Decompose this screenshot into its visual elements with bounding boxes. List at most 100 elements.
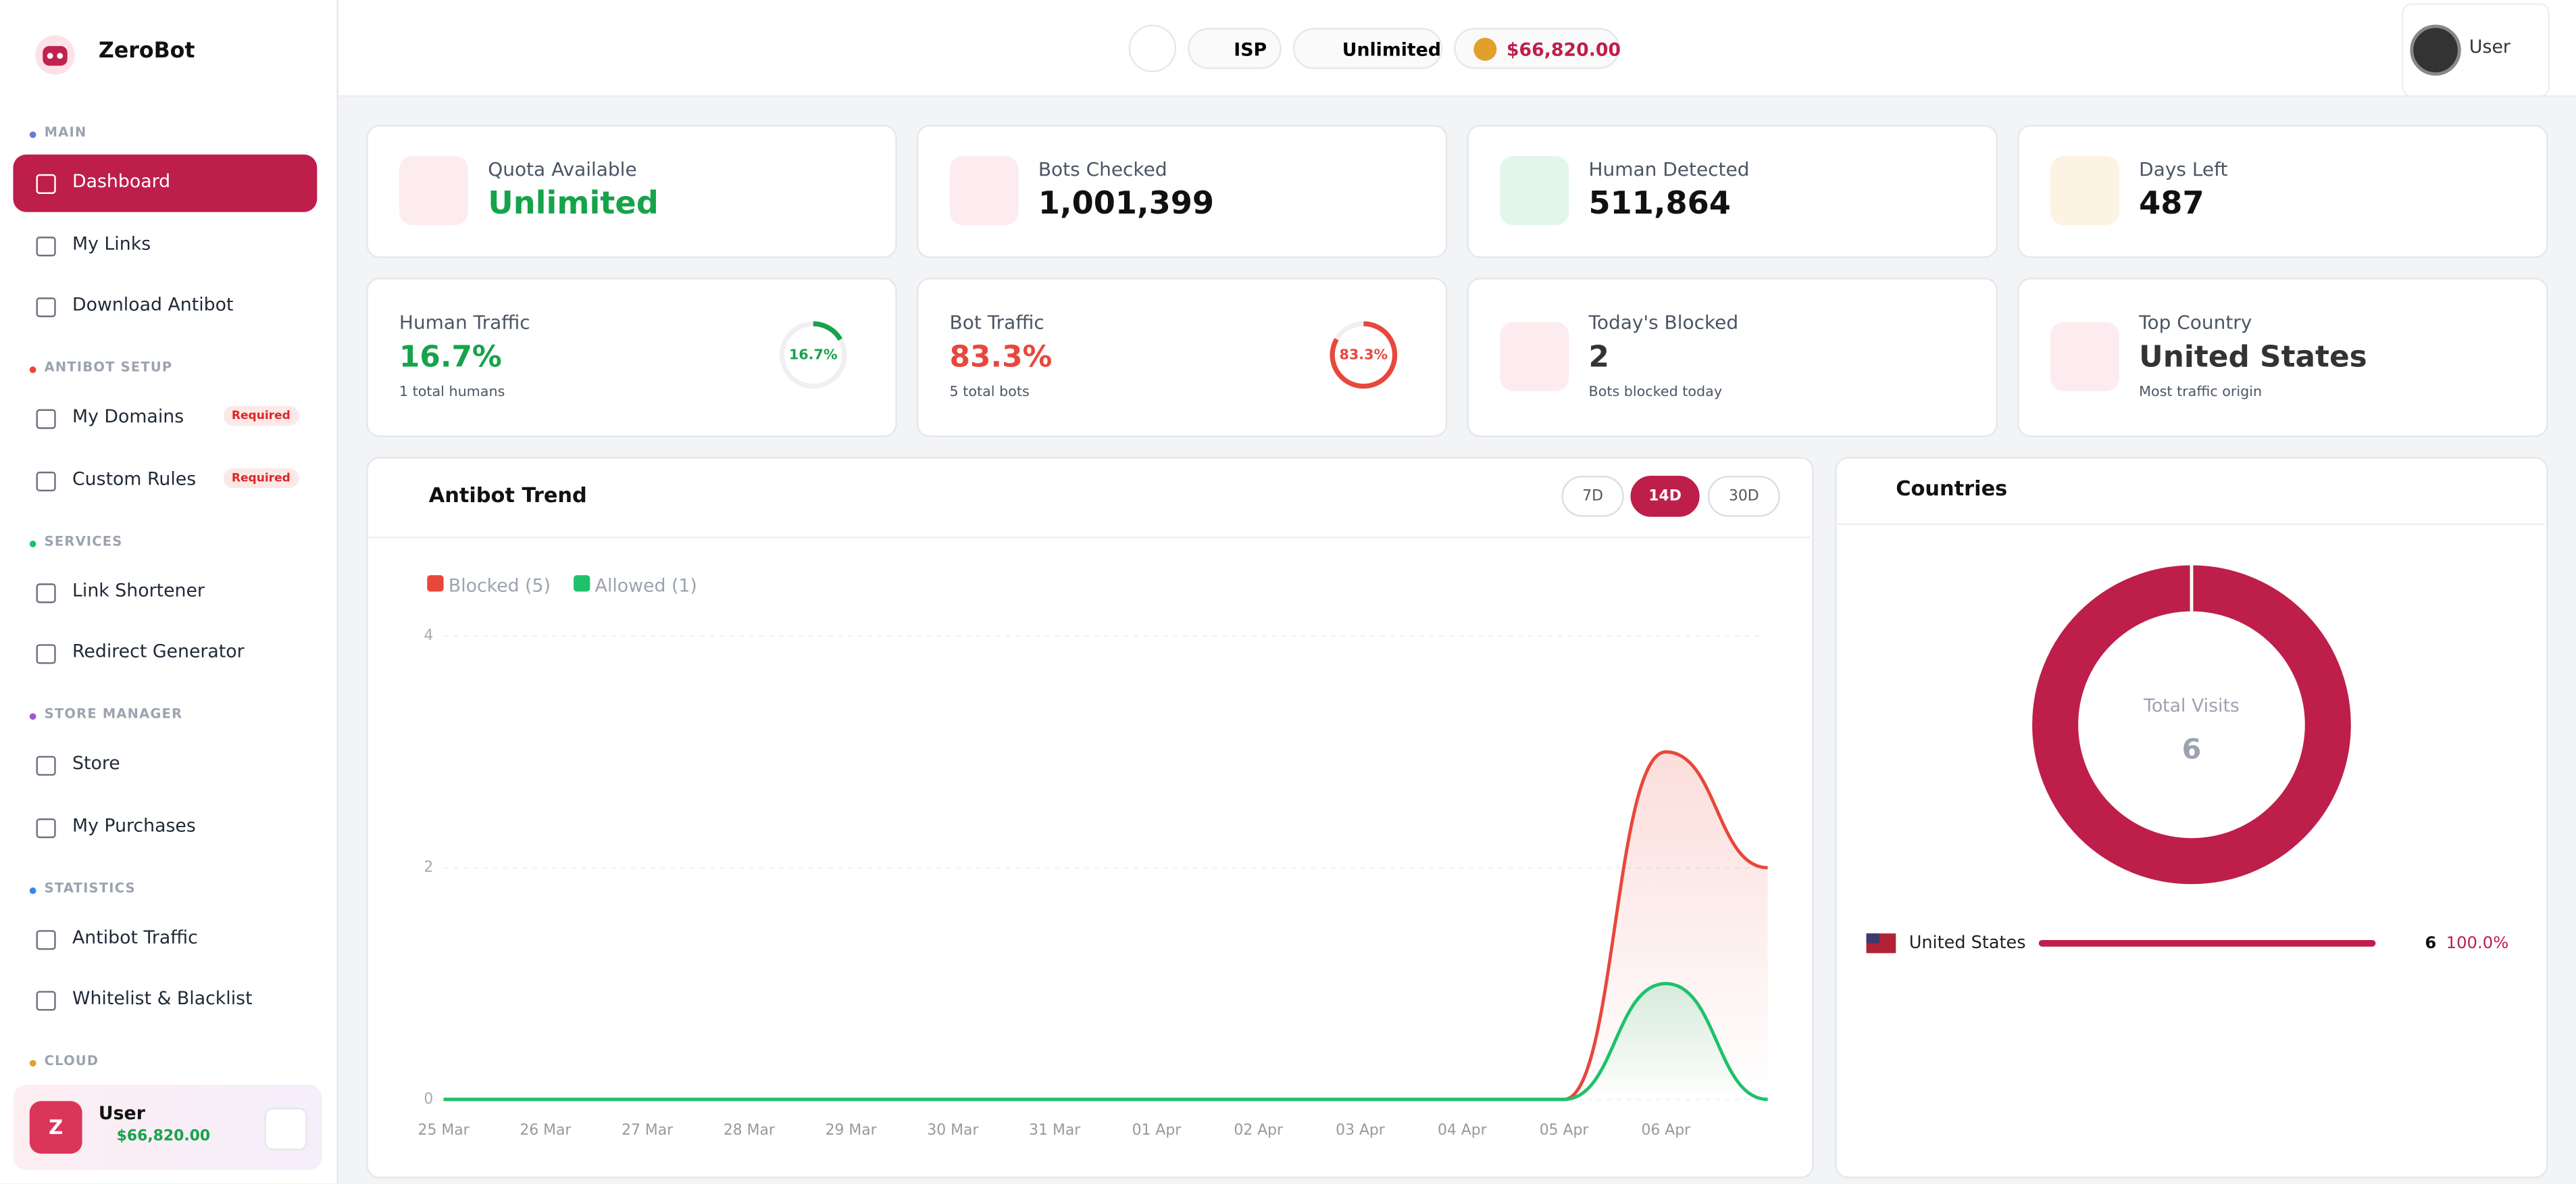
country-count: 6 — [2425, 933, 2436, 952]
country-name: United States — [1909, 933, 2026, 953]
chart-title: Countries — [1896, 477, 2007, 501]
x-tick-label: 27 Mar — [622, 1122, 673, 1139]
section-dot — [29, 131, 36, 139]
x-tick-label: 03 Apr — [1336, 1122, 1385, 1139]
range-button[interactable] — [1561, 475, 1624, 517]
user-avatar — [2410, 24, 2461, 76]
nav-item[interactable]: My Domains — [72, 405, 184, 428]
user-name: User — [98, 1102, 145, 1125]
stat-icon — [949, 156, 1019, 226]
user-label: User — [2469, 36, 2510, 58]
x-tick-label: 02 Apr — [1234, 1122, 1283, 1139]
nav-item[interactable]: Download Antibot — [72, 294, 234, 316]
user-menu[interactable]: User — [2402, 3, 2550, 97]
y-tick-label: 0 — [424, 1091, 433, 1108]
card-icon — [1500, 322, 1569, 391]
balance: $66,820.00 — [1506, 39, 1621, 61]
stat-icon — [399, 156, 469, 226]
card-label: Human Traffic — [399, 310, 530, 334]
ring-progress — [779, 321, 847, 389]
card-note: 1 total humans — [399, 385, 505, 401]
traffic-card: Today's Blocked 2 Bots blocked today — [1467, 277, 1998, 437]
nav-icon — [36, 470, 56, 491]
logout-button[interactable] — [264, 1108, 307, 1151]
nav-item[interactable]: Store — [72, 752, 120, 774]
nav-item[interactable]: Link Shortener — [72, 579, 205, 601]
range-label: 30D — [1729, 487, 1759, 504]
badge: Required — [223, 405, 299, 426]
y-tick-label: 4 — [424, 627, 433, 644]
user-card: Z User $66,820.00 — [13, 1084, 322, 1170]
stat-label: Days Left — [2139, 157, 2228, 181]
stat-icon — [1500, 156, 1569, 226]
theme-toggle[interactable] — [1128, 24, 1177, 72]
line — [443, 981, 1768, 1102]
nav-icon — [36, 817, 56, 837]
legend-swatch — [574, 575, 590, 592]
logo — [35, 35, 75, 75]
area — [443, 983, 1768, 1100]
card-label: Bot Traffic — [949, 310, 1044, 334]
chart-title: Antibot Trend — [429, 484, 587, 508]
card-note: Most traffic origin — [2139, 385, 2263, 401]
legend-label: Allowed (1) — [595, 576, 697, 597]
stat-value: Unlimited — [488, 185, 659, 222]
x-tick-label: 04 Apr — [1438, 1122, 1487, 1139]
range-button[interactable] — [1630, 475, 1700, 517]
avatar: Z — [29, 1101, 82, 1154]
stat-label: Quota Available — [488, 157, 637, 181]
brand: ZeroBot — [98, 39, 195, 64]
range-label: 14D — [1648, 487, 1682, 504]
country-share: 100.0% — [2446, 933, 2509, 952]
x-tick-label: 30 Mar — [927, 1122, 978, 1139]
nav-item[interactable]: Redirect Generator — [72, 641, 245, 662]
nav-icon — [36, 991, 56, 1011]
section-title: STORE MANAGER — [44, 706, 183, 722]
nav-active[interactable] — [13, 154, 318, 212]
nav-item[interactable]: Custom Rules — [72, 467, 197, 489]
traffic-card: Top Country United States Most traffic ori… — [2017, 277, 2548, 437]
nav-item[interactable]: Dashboard — [72, 170, 171, 193]
x-tick-label: 26 Mar — [520, 1122, 571, 1139]
center-total: 6 — [2182, 733, 2202, 765]
x-tick-label: 06 Apr — [1641, 1122, 1690, 1139]
card-value: 2 — [1588, 340, 1609, 375]
nav-icon — [36, 583, 56, 603]
nav-item[interactable]: My Purchases — [72, 814, 196, 836]
traffic-card: Bot Traffic 83.3% 5 total bots — [916, 277, 1448, 437]
stat-icon — [2050, 156, 2119, 226]
isp-pill[interactable]: ISP — [1188, 28, 1282, 70]
plan-pill[interactable]: Unlimited — [1292, 28, 1443, 70]
sidebar: ZeroBot Z User $66,820.00 MAIN Dashboard M… — [0, 0, 338, 1183]
section-title: STATISTICS — [44, 880, 136, 895]
nav-icon — [36, 235, 56, 256]
section-dot — [29, 539, 36, 547]
nav-icon — [36, 297, 56, 318]
badge: Required — [223, 467, 299, 488]
range-label: 7D — [1582, 487, 1603, 504]
section-title: MAIN — [44, 124, 87, 140]
donut-slice — [2032, 565, 2351, 885]
y-tick-label: 2 — [424, 859, 433, 876]
stat-label: Bots Checked — [1038, 157, 1167, 181]
nav-item[interactable]: Antibot Traffic — [72, 926, 198, 947]
nav-item[interactable]: Whitelist & Blacklist — [72, 987, 253, 1010]
nav-item[interactable]: My Links — [72, 232, 151, 254]
nav-icon — [36, 929, 56, 949]
stat-value: 1,001,399 — [1038, 185, 1215, 222]
section-dot — [29, 1060, 36, 1067]
section-dot — [29, 366, 36, 374]
ring-label: 83.3% — [1340, 346, 1388, 362]
nav-icon — [36, 174, 56, 194]
card-label: Top Country — [2139, 310, 2252, 334]
range-button[interactable] — [1707, 475, 1780, 517]
isp: ISP — [1234, 39, 1267, 61]
card-note: 5 total bots — [949, 385, 1030, 401]
flag-canton — [1866, 933, 1879, 943]
section-title: ANTIBOT SETUP — [44, 360, 173, 375]
plan: Unlimited — [1342, 39, 1441, 61]
coin-icon — [1473, 37, 1497, 61]
user-balance: $66,820.00 — [116, 1129, 211, 1145]
card-note: Bots blocked today — [1588, 385, 1723, 401]
